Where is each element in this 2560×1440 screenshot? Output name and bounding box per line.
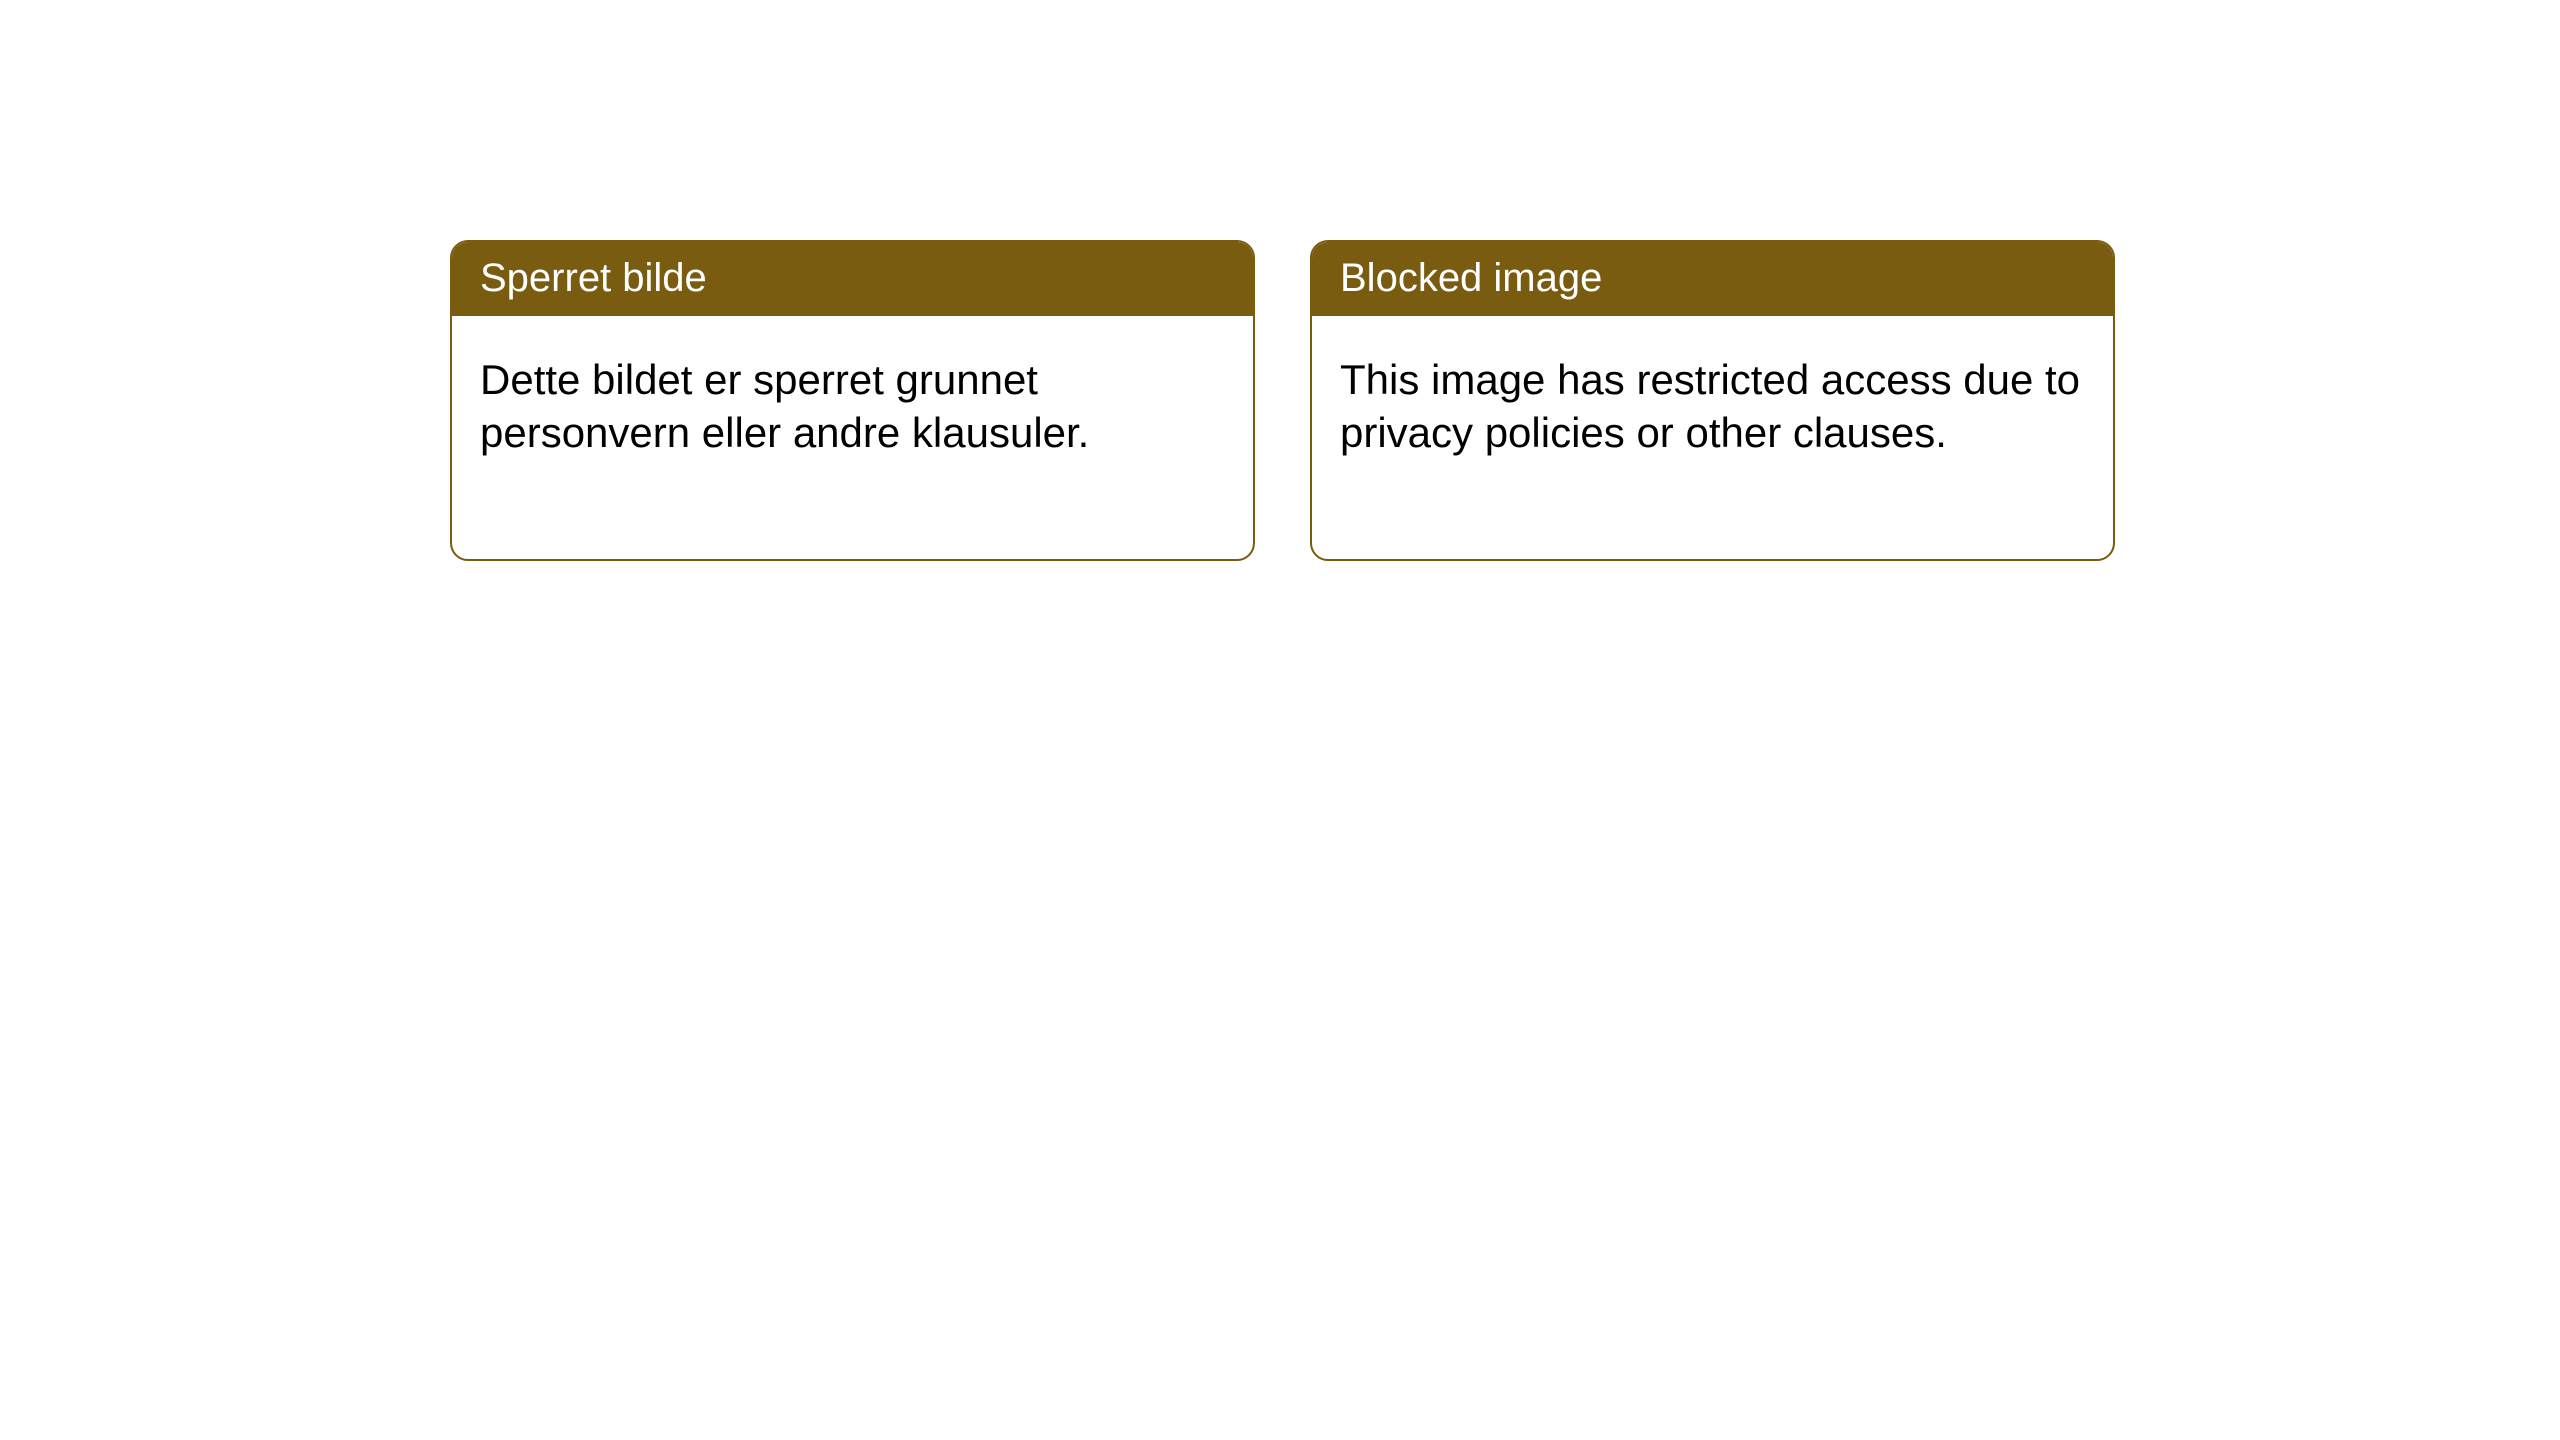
notice-container: Sperret bilde Dette bildet er sperret gr…	[0, 0, 2560, 561]
notice-title: Sperret bilde	[452, 242, 1253, 316]
notice-title: Blocked image	[1312, 242, 2113, 316]
notice-card-english: Blocked image This image has restricted …	[1310, 240, 2115, 561]
notice-body: This image has restricted access due to …	[1312, 316, 2113, 559]
notice-card-norwegian: Sperret bilde Dette bildet er sperret gr…	[450, 240, 1255, 561]
notice-body: Dette bildet er sperret grunnet personve…	[452, 316, 1253, 559]
